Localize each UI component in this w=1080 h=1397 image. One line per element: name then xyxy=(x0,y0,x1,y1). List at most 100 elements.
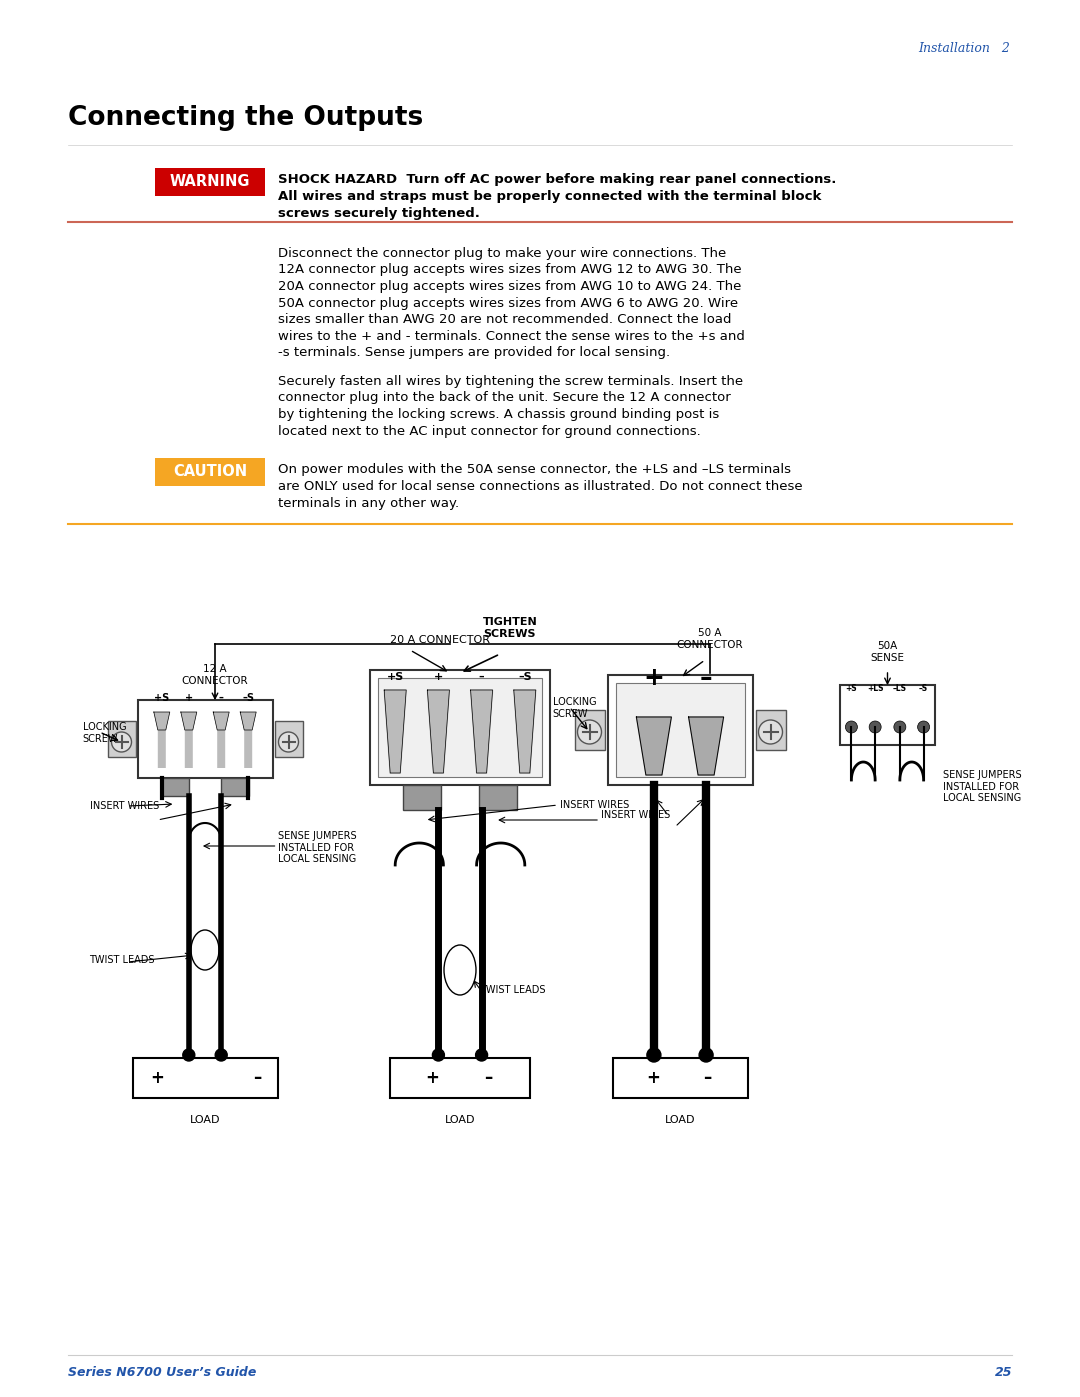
Text: +S: +S xyxy=(154,693,170,703)
Bar xyxy=(616,683,744,777)
Circle shape xyxy=(475,1049,487,1060)
Circle shape xyxy=(279,732,298,752)
Polygon shape xyxy=(153,712,170,768)
Text: –: – xyxy=(254,1069,261,1087)
Polygon shape xyxy=(384,690,406,773)
Text: –S: –S xyxy=(518,672,531,682)
Circle shape xyxy=(918,721,930,733)
Text: On power modules with the 50A sense connector, the +LS and –LS terminals: On power modules with the 50A sense conn… xyxy=(278,462,791,476)
Text: 50A
SENSE: 50A SENSE xyxy=(870,641,905,664)
Text: wires to the + and - terminals. Connect the sense wires to the +s and: wires to the + and - terminals. Connect … xyxy=(278,330,745,342)
Text: +: + xyxy=(150,1069,164,1087)
Text: LOAD: LOAD xyxy=(190,1115,220,1125)
Text: sizes smaller than AWG 20 are not recommended. Connect the load: sizes smaller than AWG 20 are not recomm… xyxy=(278,313,731,326)
Circle shape xyxy=(111,732,132,752)
Text: by tightening the locking screws. A chassis ground binding post is: by tightening the locking screws. A chas… xyxy=(278,408,719,420)
Text: INSERT WIRES: INSERT WIRES xyxy=(561,800,630,810)
Bar xyxy=(370,671,550,785)
Text: +: + xyxy=(434,672,443,682)
Text: +S: +S xyxy=(387,672,404,682)
Text: INSERT WIRES: INSERT WIRES xyxy=(90,800,159,812)
Text: +: + xyxy=(644,666,664,690)
Bar xyxy=(840,685,935,745)
Text: Series N6700 User’s Guide: Series N6700 User’s Guide xyxy=(68,1366,256,1379)
Text: –: – xyxy=(700,666,713,690)
Text: SHOCK HAZARD  Turn off AC power before making rear panel connections.: SHOCK HAZARD Turn off AC power before ma… xyxy=(278,173,836,186)
Text: terminals in any other way.: terminals in any other way. xyxy=(278,497,459,510)
Text: –: – xyxy=(478,672,485,682)
Polygon shape xyxy=(514,690,536,773)
Text: INSERT WIRES: INSERT WIRES xyxy=(600,810,670,820)
Text: located next to the AC input connector for ground connections.: located next to the AC input connector f… xyxy=(278,425,701,437)
Text: LOCKING
SCREW: LOCKING SCREW xyxy=(82,722,126,743)
Text: –S: –S xyxy=(919,685,928,693)
Circle shape xyxy=(894,721,906,733)
Bar xyxy=(220,778,248,796)
Circle shape xyxy=(758,719,783,745)
Polygon shape xyxy=(213,712,229,768)
Circle shape xyxy=(578,719,602,745)
Circle shape xyxy=(699,1048,713,1062)
Circle shape xyxy=(215,1049,227,1060)
Text: +: + xyxy=(426,1069,438,1087)
Text: SENSE JUMPERS
INSTALLED FOR
LOCAL SENSING: SENSE JUMPERS INSTALLED FOR LOCAL SENSIN… xyxy=(943,770,1022,803)
Text: –LS: –LS xyxy=(893,685,907,693)
Text: –: – xyxy=(703,1069,711,1087)
Bar xyxy=(612,1058,747,1098)
Bar xyxy=(480,785,517,810)
Text: 50 A
CONNECTOR: 50 A CONNECTOR xyxy=(677,629,743,650)
Polygon shape xyxy=(240,712,256,768)
Text: connector plug into the back of the unit. Secure the 12 A connector: connector plug into the back of the unit… xyxy=(278,391,731,405)
Text: 50A connector plug accepts wires sizes from AWG 6 to AWG 20. Wire: 50A connector plug accepts wires sizes f… xyxy=(278,296,738,310)
Bar xyxy=(156,458,265,486)
Text: SENSE JUMPERS
INSTALLED FOR
LOCAL SENSING: SENSE JUMPERS INSTALLED FOR LOCAL SENSIN… xyxy=(278,831,356,865)
Polygon shape xyxy=(428,690,449,773)
Polygon shape xyxy=(689,717,724,775)
Bar xyxy=(607,675,753,785)
Text: screws securely tightened.: screws securely tightened. xyxy=(278,207,480,219)
Text: -s terminals. Sense jumpers are provided for local sensing.: -s terminals. Sense jumpers are provided… xyxy=(278,346,670,359)
Text: All wires and straps must be properly connected with the terminal block: All wires and straps must be properly co… xyxy=(278,190,822,203)
Text: Securely fasten all wires by tightening the screw terminals. Insert the: Securely fasten all wires by tightening … xyxy=(278,374,743,388)
Circle shape xyxy=(432,1049,444,1060)
Text: +LS: +LS xyxy=(867,685,883,693)
Text: LOAD: LOAD xyxy=(445,1115,475,1125)
Bar xyxy=(756,710,785,750)
Text: –: – xyxy=(219,693,224,703)
Text: LOCKING
SCREW: LOCKING SCREW xyxy=(553,697,596,718)
Text: –: – xyxy=(484,1069,492,1087)
Text: TWIST LEADS: TWIST LEADS xyxy=(90,956,156,965)
Bar xyxy=(390,1058,530,1098)
Text: WARNING: WARNING xyxy=(170,175,251,190)
Bar xyxy=(575,710,605,750)
Polygon shape xyxy=(636,717,672,775)
Text: CAUTION: CAUTION xyxy=(173,464,247,479)
Text: 12A connector plug accepts wires sizes from AWG 12 to AWG 30. The: 12A connector plug accepts wires sizes f… xyxy=(278,264,742,277)
Text: 25: 25 xyxy=(995,1366,1012,1379)
Text: 20 A CONNECTOR: 20 A CONNECTOR xyxy=(390,636,490,645)
Circle shape xyxy=(183,1049,194,1060)
Circle shape xyxy=(846,721,858,733)
Bar xyxy=(156,168,265,196)
Text: 12 A
CONNECTOR: 12 A CONNECTOR xyxy=(181,665,248,686)
Text: Installation   2: Installation 2 xyxy=(918,42,1010,54)
Text: +: + xyxy=(185,693,193,703)
Bar xyxy=(108,721,135,757)
Bar xyxy=(378,678,542,777)
Bar xyxy=(133,1058,278,1098)
Polygon shape xyxy=(471,690,492,773)
Bar xyxy=(403,785,441,810)
Text: +: + xyxy=(646,1069,660,1087)
Text: TIGHTEN
SCREWS: TIGHTEN SCREWS xyxy=(483,617,538,638)
Circle shape xyxy=(647,1048,661,1062)
Bar xyxy=(274,721,302,757)
Bar xyxy=(161,778,189,796)
Text: +S: +S xyxy=(846,685,858,693)
Bar xyxy=(137,700,272,778)
Text: Disconnect the connector plug to make your wire connections. The: Disconnect the connector plug to make yo… xyxy=(278,247,726,260)
Text: 20A connector plug accepts wires sizes from AWG 10 to AWG 24. The: 20A connector plug accepts wires sizes f… xyxy=(278,279,741,293)
Polygon shape xyxy=(180,712,197,768)
Text: are ONLY used for local sense connections as illustrated. Do not connect these: are ONLY used for local sense connection… xyxy=(278,481,802,493)
Text: LOAD: LOAD xyxy=(665,1115,696,1125)
Text: Connecting the Outputs: Connecting the Outputs xyxy=(68,105,423,131)
